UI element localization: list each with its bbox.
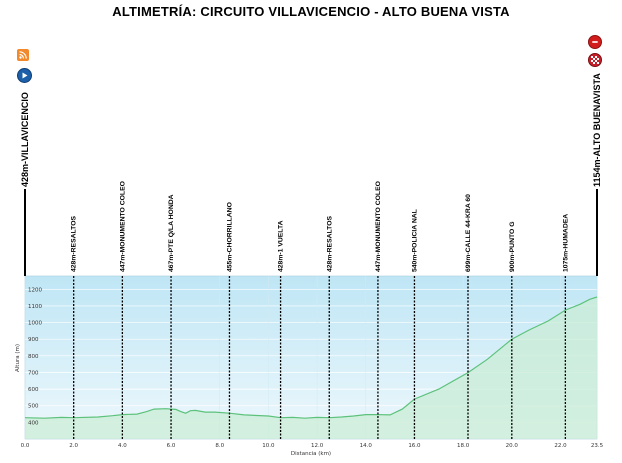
endpoint-label: 428m-VILLAVICENCIO — [20, 92, 30, 187]
y-tick-label: 1000 — [28, 321, 42, 327]
checkered-glyph — [591, 56, 599, 64]
waypoint-label: 1075m-HUMADEA — [562, 214, 569, 272]
x-tick-label: 22.0 — [554, 443, 567, 449]
y-axis-ticks: 400 500 600 700 800 900 1000 1100 1200 — [28, 287, 42, 426]
waypoint-label: 900m-PUNTO G — [509, 222, 516, 273]
rss-glyph — [19, 51, 27, 59]
rss-icon[interactable] — [17, 49, 29, 61]
waypoint-label: 467m-PTE Q/LA HONDA — [168, 194, 175, 272]
x-tick-label: 14.0 — [360, 443, 373, 449]
x-tick-label: 23.5 — [591, 443, 604, 449]
x-tick-label: 2.0 — [69, 443, 78, 449]
waypoint-label: 447m-MONUMENTO COLEO — [375, 181, 382, 272]
endpoint-label: 1154m-ALTO BUENAVISTA — [592, 73, 602, 187]
y-tick-label: 900 — [28, 337, 39, 343]
y-tick-label: 500 — [28, 404, 39, 410]
y-tick-label: 1100 — [28, 304, 42, 310]
x-tick-label: 6.0 — [167, 443, 176, 449]
waypoint-label: 699m-CALLE 44-KRA 60 — [465, 194, 472, 272]
chart-title: ALTIMETRÍA: CIRCUITO VILLAVICENCIO - ALT… — [112, 4, 510, 19]
y-axis-label: Altura (m) — [15, 344, 21, 372]
y-tick-label: 1200 — [28, 287, 42, 293]
x-tick-label: 0.0 — [21, 443, 30, 449]
waypoint-markers: 428m-VILLAVICENCIO 428m-RESALTOS 447m-MONU… — [20, 73, 602, 439]
y-tick-label: 700 — [28, 370, 39, 376]
y-tick-label: 800 — [28, 354, 39, 360]
waypoint-label: 428m-RESALTOS — [326, 216, 333, 272]
x-tick-label: 4.0 — [118, 443, 127, 449]
alert-icon[interactable] — [588, 35, 602, 49]
x-tick-label: 20.0 — [506, 443, 519, 449]
waypoint-label: 428m-1 VUELTA — [278, 220, 285, 272]
elevation-area — [25, 297, 597, 439]
finish-flag-icon[interactable] — [588, 53, 602, 67]
y-tick-label: 400 — [28, 420, 39, 426]
elevation-line — [24, 296, 598, 419]
x-tick-label: 12.0 — [311, 443, 324, 449]
x-axis-ticks: 0.0 2.0 4.0 6.0 8.0 10.0 12.0 14.0 16.0 18.0 20.0 2… — [21, 443, 604, 449]
waypoint-label: 540m-POLICIA NAL — [411, 209, 418, 272]
y-tick-label: 600 — [28, 387, 39, 393]
x-axis-label: Distancia (km) — [291, 451, 331, 457]
waypoint-label: 447m-MONUMENTO COLEO — [119, 181, 126, 272]
x-tick-label: 10.0 — [262, 443, 275, 449]
x-tick-label: 16.0 — [408, 443, 421, 449]
x-tick-label: 18.0 — [457, 443, 470, 449]
waypoint-label: 455m-CHORRILLANO — [227, 202, 234, 272]
x-tick-label: 8.0 — [215, 443, 224, 449]
play-icon[interactable] — [17, 68, 32, 83]
play-glyph — [22, 72, 28, 79]
alert-glyph — [592, 41, 598, 43]
waypoint-label: 428m-RESALTOS — [71, 216, 78, 272]
